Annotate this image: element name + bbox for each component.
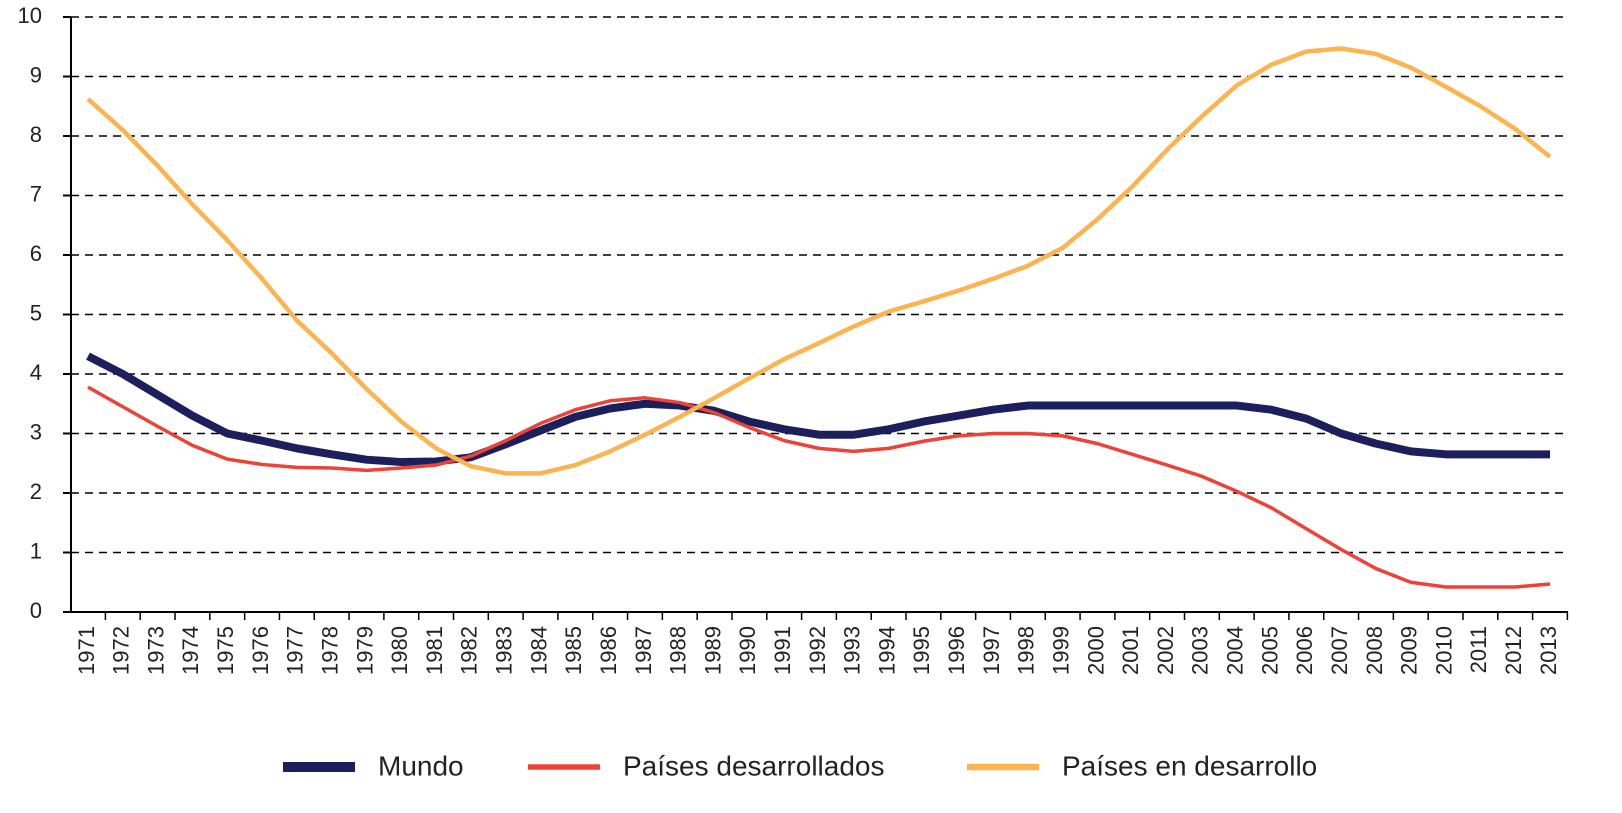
x-tick-label: 1999 bbox=[1048, 626, 1073, 675]
legend-label: Países en desarrollo bbox=[1062, 750, 1317, 781]
x-tick-label: 1987 bbox=[631, 626, 656, 675]
x-tick-label: 1976 bbox=[248, 626, 273, 675]
y-tick-label: 2 bbox=[30, 479, 42, 504]
x-tick-label: 1994 bbox=[874, 626, 899, 675]
series-line bbox=[86, 352, 1550, 467]
legend-label: Países desarrollados bbox=[623, 750, 884, 781]
x-tick-label: 1982 bbox=[457, 626, 482, 675]
x-tick-label: 2000 bbox=[1083, 626, 1108, 675]
x-tick-label: 1986 bbox=[596, 626, 621, 675]
x-tick-label: 1981 bbox=[422, 626, 447, 675]
x-tick-label: 2008 bbox=[1362, 626, 1387, 675]
x-tick-label: 1991 bbox=[770, 626, 795, 675]
x-tick-label: 1989 bbox=[700, 626, 725, 675]
x-tick-label: 1979 bbox=[352, 626, 377, 675]
x-tick-label: 1990 bbox=[735, 626, 760, 675]
x-tick-label: 2012 bbox=[1501, 626, 1526, 675]
x-tick-label: 2004 bbox=[1223, 626, 1248, 675]
x-tick-label: 1971 bbox=[74, 626, 99, 675]
y-tick-label: 4 bbox=[30, 360, 42, 385]
x-tick-label: 1983 bbox=[492, 626, 517, 675]
x-tick-label: 1997 bbox=[979, 626, 1004, 675]
x-tick-label: 1977 bbox=[283, 626, 308, 675]
x-tick-label: 1985 bbox=[561, 626, 586, 675]
x-tick-label: 1995 bbox=[909, 626, 934, 675]
x-tick-label: 2009 bbox=[1397, 626, 1422, 675]
x-tick-label: 2010 bbox=[1431, 626, 1456, 675]
x-tick-label: 1998 bbox=[1014, 626, 1039, 675]
y-tick-label: 7 bbox=[30, 181, 42, 206]
series-line bbox=[86, 46, 1552, 476]
y-tick-label: 1 bbox=[30, 538, 42, 563]
x-tick-label: 2013 bbox=[1536, 626, 1561, 675]
x-tick-label: 1973 bbox=[143, 626, 168, 675]
y-tick-label: 8 bbox=[30, 122, 42, 147]
x-tick-label: 1974 bbox=[178, 626, 203, 675]
legend-label: Mundo bbox=[378, 750, 464, 781]
x-tick-label: 1975 bbox=[213, 626, 238, 675]
x-tick-label: 2001 bbox=[1118, 626, 1143, 675]
y-tick-label: 5 bbox=[30, 300, 42, 325]
x-tick-label: 2011 bbox=[1466, 626, 1491, 673]
x-tick-label: 1992 bbox=[805, 626, 830, 675]
x-tick-label: 2002 bbox=[1153, 626, 1178, 675]
x-tick-label: 1978 bbox=[317, 626, 342, 675]
x-tick-label: 2006 bbox=[1292, 626, 1317, 675]
x-tick-label: 1993 bbox=[840, 626, 865, 675]
x-tick-label: 2005 bbox=[1257, 626, 1282, 675]
x-tick-label: 1984 bbox=[526, 626, 551, 675]
x-tick-label: 1988 bbox=[666, 626, 691, 675]
x-tick-label: 2003 bbox=[1188, 626, 1213, 675]
x-tick-label: 1972 bbox=[109, 626, 134, 675]
y-tick-label: 0 bbox=[30, 598, 42, 623]
x-tick-label: 1996 bbox=[944, 626, 969, 675]
y-tick-label: 3 bbox=[30, 419, 42, 444]
x-tick-label: 2007 bbox=[1327, 626, 1352, 675]
y-tick-label: 9 bbox=[30, 62, 42, 87]
series-line bbox=[87, 385, 1551, 589]
y-tick-label: 10 bbox=[18, 3, 42, 28]
x-tick-label: 1980 bbox=[387, 626, 412, 675]
y-tick-label: 6 bbox=[30, 241, 42, 266]
